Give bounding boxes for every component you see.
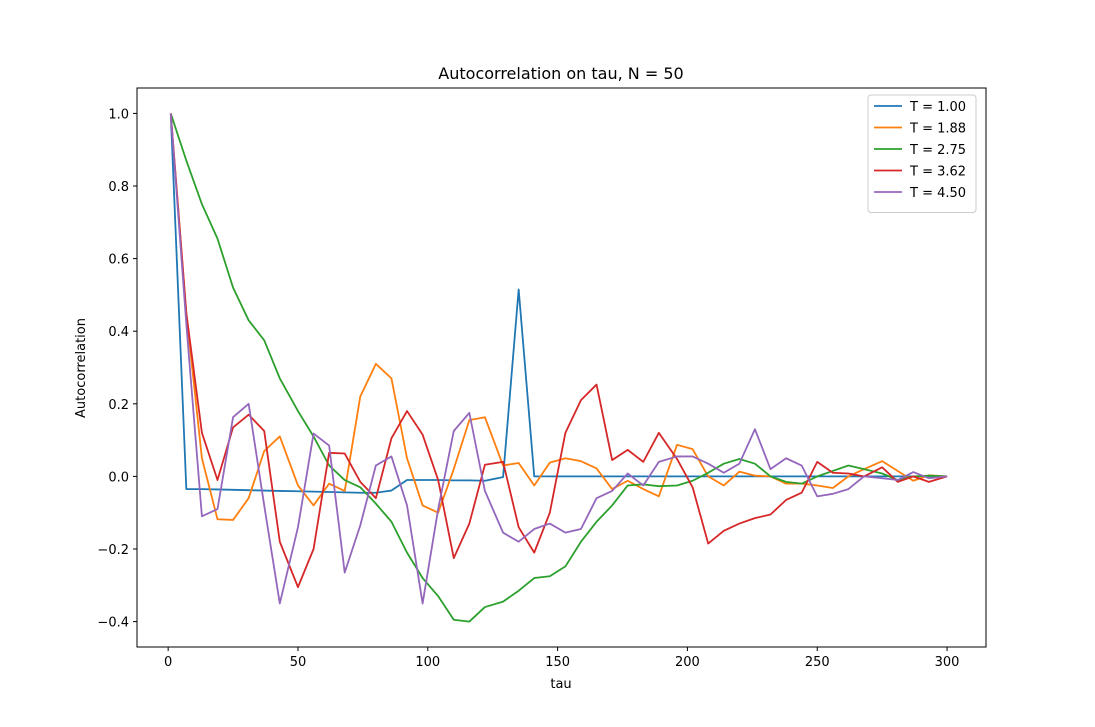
y-axis-label: Autocorrelation bbox=[74, 318, 89, 418]
chart-title: Autocorrelation on tau, N = 50 bbox=[438, 64, 683, 83]
x-tick-label: 250 bbox=[805, 655, 830, 670]
y-tick-label: 0.6 bbox=[108, 253, 129, 268]
legend-label-4: T = 3.62 bbox=[909, 165, 966, 180]
legend-label-1: T = 1.00 bbox=[909, 100, 966, 115]
legend-label-2: T = 1.88 bbox=[909, 122, 966, 137]
x-tick-label: 200 bbox=[675, 655, 700, 670]
x-tick-label: 0 bbox=[164, 655, 172, 670]
y-axis-ticks: −0.4 −0.2 0.0 0.2 0.4 0.6 0.8 1.0 bbox=[97, 107, 137, 631]
legend-box bbox=[867, 94, 977, 213]
y-tick-label: 0.2 bbox=[108, 398, 129, 413]
x-axis-ticks: 0 50 100 150 200 250 300 bbox=[164, 647, 959, 670]
x-tick-label: 50 bbox=[290, 655, 307, 670]
x-axis-label: tau bbox=[550, 677, 571, 692]
legend-label-5: T = 4.50 bbox=[909, 186, 966, 201]
series-line-3 bbox=[169, 113, 948, 623]
x-tick-label: 100 bbox=[415, 655, 440, 670]
series-line-2 bbox=[169, 113, 948, 521]
y-tick-label: 1.0 bbox=[108, 107, 129, 122]
series-line-4 bbox=[169, 113, 948, 589]
x-tick-label: 150 bbox=[545, 655, 570, 670]
y-tick-label: 0.0 bbox=[108, 470, 129, 485]
series-line-5 bbox=[169, 113, 948, 605]
y-tick-label: −0.2 bbox=[97, 543, 129, 558]
y-tick-label: 0.8 bbox=[108, 180, 129, 195]
plot-frame bbox=[136, 87, 987, 648]
x-tick-label: 300 bbox=[935, 655, 960, 670]
plot-lines bbox=[169, 113, 948, 623]
legend-label-3: T = 2.75 bbox=[909, 143, 966, 158]
y-tick-label: −0.4 bbox=[97, 616, 129, 631]
legend: T = 1.00 T = 1.88 T = 2.75 T = 3.62 T = 4.50 bbox=[867, 94, 977, 213]
y-tick-label: 0.4 bbox=[108, 325, 129, 340]
